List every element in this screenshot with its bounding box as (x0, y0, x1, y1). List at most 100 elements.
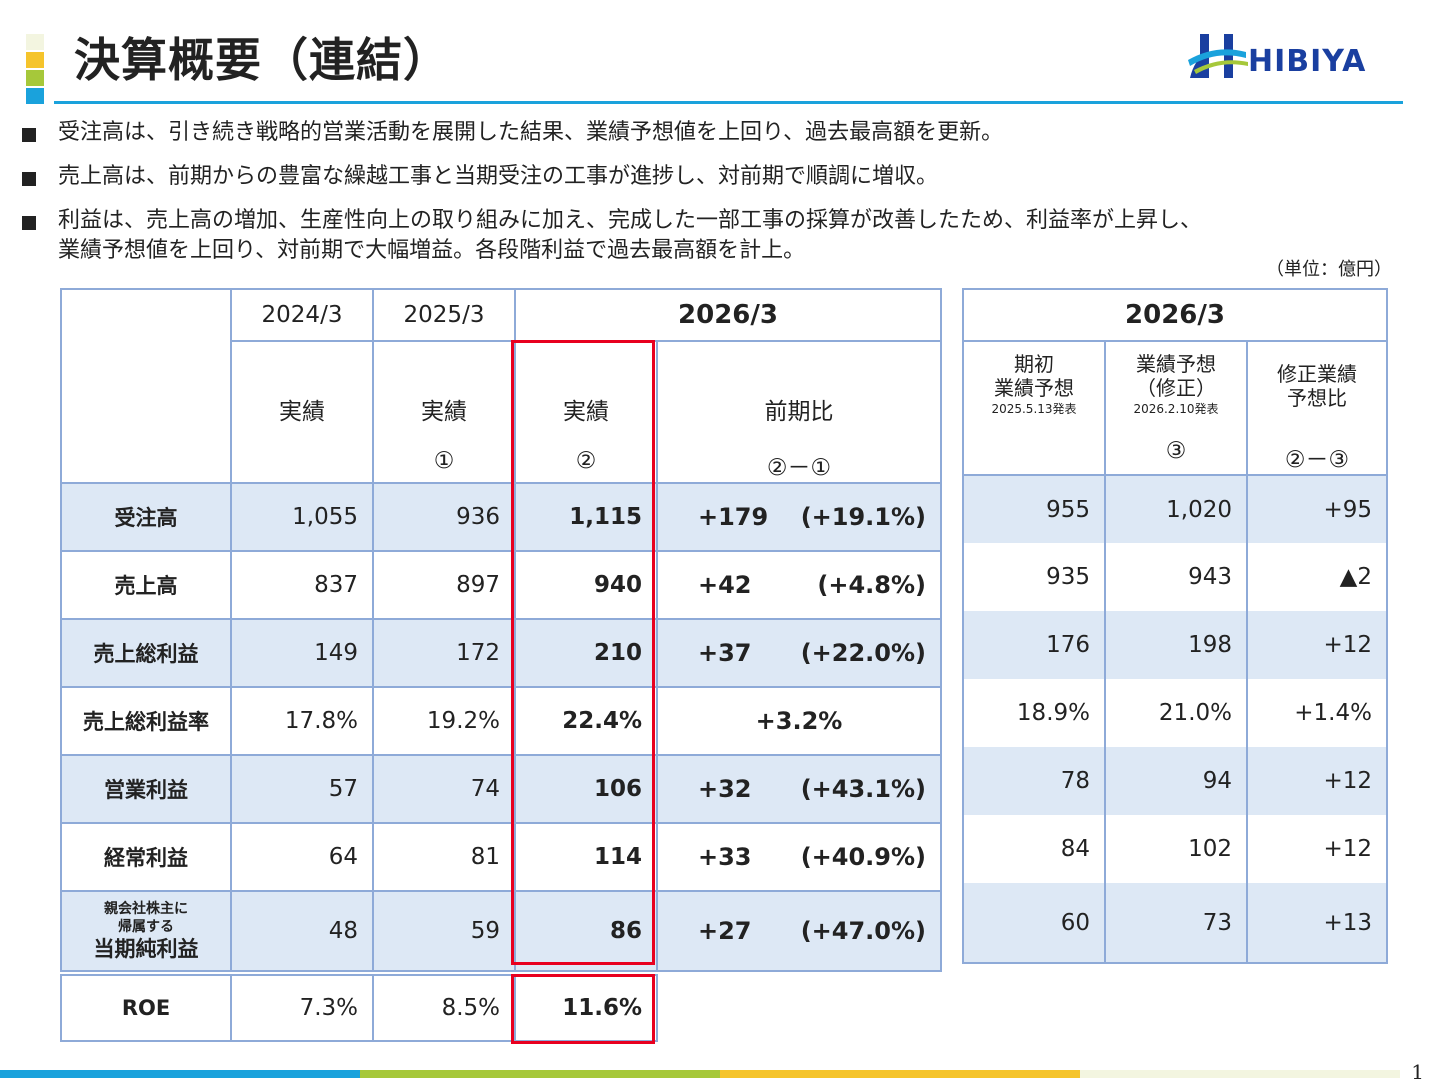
hibiya-logo-mark-icon (1188, 34, 1248, 78)
value-cell: +12 (1246, 611, 1388, 679)
highlight-box-2026-roe (511, 974, 655, 1044)
table-row: 経常利益 64 81 114 +33 (+40.9%) (60, 822, 943, 892)
year-header: 2024/3 (230, 288, 374, 342)
table-row: 935 943 ▲2 (962, 543, 1388, 611)
row-label: 売上総利益 (60, 618, 232, 688)
footer-bar-cream (1080, 1070, 1400, 1078)
value-cell: 64 (230, 822, 374, 892)
diff-cell: +32 (+43.1%) (655, 754, 943, 824)
table-row: 84 102 +12 (962, 815, 1388, 883)
row-label: 売上高 (60, 550, 232, 620)
forecast-table: 2026/3 期初 業績予想 2025.5.13発表 業績予想 （修正） 202… (962, 288, 1388, 964)
value-cell: 955 (962, 475, 1106, 543)
header-blank-cell (60, 288, 232, 341)
diff-cell: +33 (+40.9%) (655, 822, 943, 892)
diff-cell: +3.2% (655, 686, 943, 756)
value-cell: 7.3% (230, 974, 374, 1042)
value-cell: 94 (1104, 747, 1248, 815)
value-cell: +12 (1246, 747, 1388, 815)
bullet-item: 利益は、売上高の増加、生産性向上の取り組みに加え、完成した一部工事の採算が改善し… (20, 206, 1420, 266)
column-header: 実績 ② (514, 340, 658, 484)
value-cell: 102 (1104, 815, 1248, 883)
value-cell: 936 (372, 482, 516, 552)
table-row: 売上総利益率 17.8% 19.2% 22.4% +3.2% (60, 686, 943, 756)
results-table: 2024/3 2025/3 2026/3 実績 実績 ① 実績 ② 前期比 ②－① 受… (60, 288, 943, 972)
row-label: ROE (60, 974, 232, 1042)
column-header: 実績 ① (372, 340, 516, 484)
company-logo: HIBIYA (1186, 30, 1378, 82)
table-row: 売上総利益 149 172 210 +37 (+22.0%) (60, 618, 943, 688)
footer-bar-blue (0, 1070, 360, 1078)
bullet-square-icon (22, 128, 36, 142)
value-cell: 86 (514, 890, 658, 972)
row-label: 親会社株主に 帰属する 当期純利益 (60, 890, 232, 972)
diff-cell: +37 (+22.0%) (655, 618, 943, 688)
table-row: 売上高 837 897 940 +42 (+4.8%) (60, 550, 943, 620)
bullet-square-icon (22, 216, 36, 230)
value-cell: 1,115 (514, 482, 658, 552)
value-cell: 22.4% (514, 686, 658, 756)
value-cell: 935 (962, 543, 1106, 611)
logo-text: HIBIYA (1248, 44, 1367, 79)
value-cell: 17.8% (230, 686, 374, 756)
value-cell: 149 (230, 618, 374, 688)
value-cell: 837 (230, 550, 374, 620)
footer-bar-green (360, 1070, 720, 1078)
value-cell: 897 (372, 550, 516, 620)
bullet-item: 受注高は、引き続き戦略的営業活動を展開した結果、業績予想値を上回り、過去最高額を… (20, 118, 1420, 148)
value-cell: 198 (1104, 611, 1248, 679)
value-cell: 114 (514, 822, 658, 892)
value-cell: +13 (1246, 883, 1388, 964)
header-row-sub: 実績 実績 ① 実績 ② 前期比 ②－① (60, 340, 943, 484)
value-cell: 84 (962, 815, 1106, 883)
year-header: 2026/3 (962, 288, 1388, 342)
value-cell: +12 (1246, 815, 1388, 883)
table-row: 営業利益 57 74 106 +32 (+43.1%) (60, 754, 943, 824)
table-row: 18.9% 21.0% +1.4% (962, 679, 1388, 747)
diff-cell: +42 (+4.8%) (655, 550, 943, 620)
diff-cell: +179 (+19.1%) (655, 482, 943, 552)
title-underline (54, 101, 1403, 104)
footer-bar-yellow (720, 1070, 1080, 1078)
header-row-years: 2026/3 (962, 288, 1388, 342)
value-cell: 60 (962, 883, 1106, 964)
year-header: 2025/3 (372, 288, 516, 342)
value-cell: 8.5% (372, 974, 516, 1042)
page-number: 1 (1411, 1060, 1424, 1080)
value-cell: 57 (230, 754, 374, 824)
bullet-square-icon (22, 172, 36, 186)
value-cell: ▲2 (1246, 543, 1388, 611)
value-cell: 81 (372, 822, 516, 892)
value-cell: 176 (962, 611, 1106, 679)
value-cell: 21.0% (1104, 679, 1248, 747)
diff-cell: +27 (+47.0%) (655, 890, 943, 972)
header-blank-cell (60, 341, 232, 484)
value-cell: +95 (1246, 475, 1388, 543)
column-header: 期初 業績予想 2025.5.13発表 (962, 340, 1106, 476)
value-cell: 59 (372, 890, 516, 972)
table-row: 受注高 1,055 936 1,115 +179 (+19.1%) (60, 482, 943, 552)
value-cell: 1,055 (230, 482, 374, 552)
table-row: 78 94 +12 (962, 747, 1388, 815)
value-cell: +1.4% (1246, 679, 1388, 747)
column-header: 業績予想 （修正） 2026.2.10発表 ③ (1104, 340, 1248, 476)
unit-note: （単位：億円） (1266, 259, 1392, 280)
table-row: 955 1,020 +95 (962, 475, 1388, 543)
summary-bullets: 受注高は、引き続き戦略的営業活動を展開した結果、業績予想値を上回り、過去最高額を… (20, 118, 1420, 266)
column-header: 修正業績 予想比 ②－③ (1246, 340, 1388, 476)
value-cell: 106 (514, 754, 658, 824)
table-row: 176 198 +12 (962, 611, 1388, 679)
highlight-box-2026-results (511, 340, 655, 965)
row-label: 売上総利益率 (60, 686, 232, 756)
value-cell: 18.9% (962, 679, 1106, 747)
page-title: 決算概要（連結） (74, 33, 450, 87)
value-cell: 19.2% (372, 686, 516, 756)
value-cell: 210 (514, 618, 658, 688)
bullet-item: 売上高は、前期からの豊富な繰越工事と当期受注の工事が進捗し、対前期で順調に増収。 (20, 162, 1420, 192)
value-cell: 172 (372, 618, 516, 688)
value-cell: 78 (962, 747, 1106, 815)
row-label: 経常利益 (60, 822, 232, 892)
value-cell: 74 (372, 754, 516, 824)
year-header: 2026/3 (513, 288, 943, 342)
value-cell: 943 (1104, 543, 1248, 611)
